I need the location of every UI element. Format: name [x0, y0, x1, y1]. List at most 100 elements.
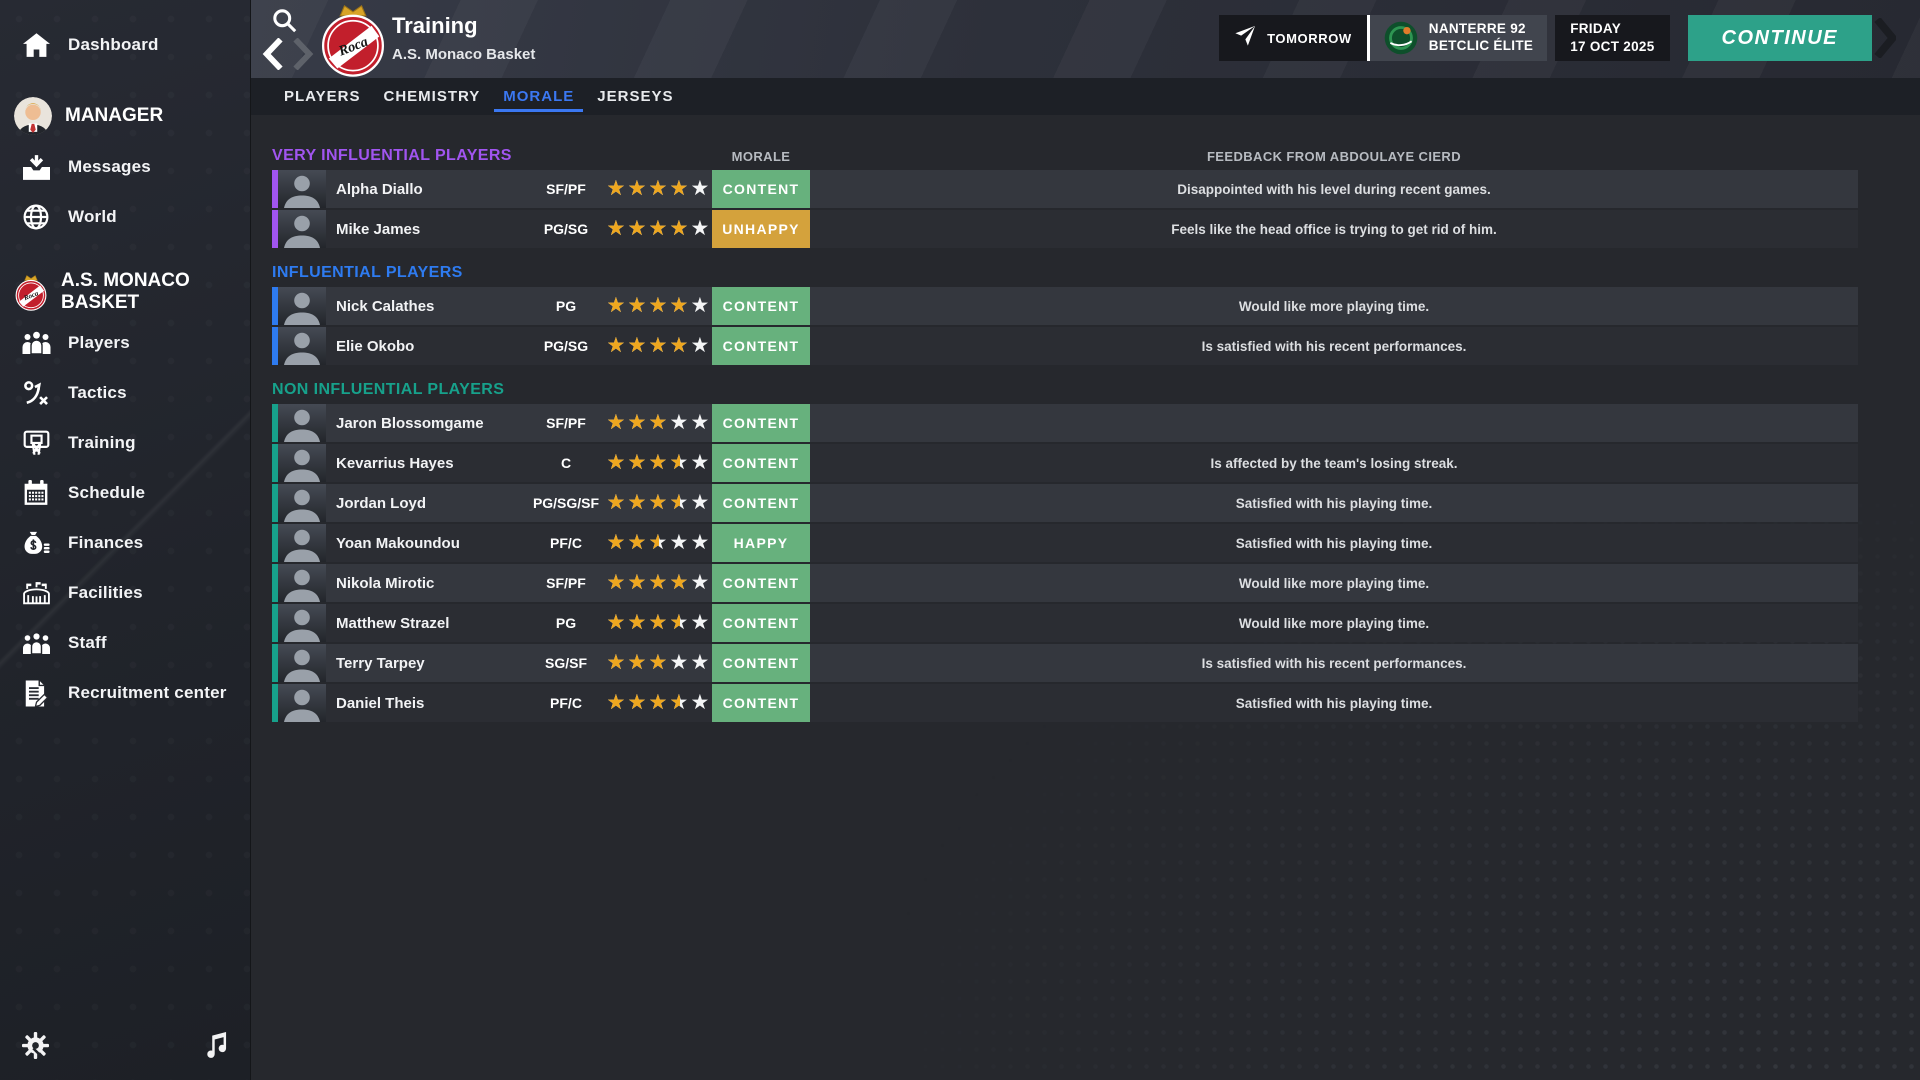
- player-feedback: Satisfied with his playing time.: [1235, 495, 1433, 511]
- player-feedback: Would like more playing time.: [1238, 298, 1430, 314]
- star-icon: ★★: [606, 217, 626, 240]
- star-icon: ★★: [648, 611, 668, 634]
- player-photo: [278, 327, 326, 365]
- player-star-rating: ★★★★★★★★★★: [606, 604, 712, 642]
- player-photo: [278, 524, 326, 562]
- player-row[interactable]: Nick Calathes PG ★★★★★★★★★★ CONTENT Woul…: [272, 287, 1858, 325]
- player-row[interactable]: Jaron Blossomgame SF/PF ★★★★★★★★★★ CONTE…: [272, 404, 1858, 442]
- player-position: SF/PF: [546, 181, 586, 197]
- sidebar-item-label: Finances: [68, 533, 144, 552]
- player-position: PG/SG: [543, 221, 589, 237]
- sidebar-item-facilities[interactable]: Facilities: [0, 568, 250, 618]
- top-header: Roca Training A.S. Monaco Basket TOMORRO…: [251, 0, 1920, 78]
- opponent-logo: [1384, 21, 1418, 55]
- sidebar-club-header[interactable]: Roca A.S. MONACO BASKET: [0, 266, 250, 318]
- next-event-box[interactable]: TOMORROW: [1219, 15, 1367, 61]
- current-weekday: FRIDAY: [1570, 20, 1621, 36]
- star-icon: ★★: [669, 217, 689, 240]
- tab-players[interactable]: PLAYERS: [284, 88, 361, 105]
- player-name: Matthew Strazel: [336, 614, 450, 632]
- star-icon: ★★: [648, 217, 668, 240]
- sidebar-item-finances[interactable]: Finances: [0, 518, 250, 568]
- star-icon: ★★: [690, 691, 710, 714]
- continue-button[interactable]: CONTINUE: [1687, 15, 1872, 61]
- plane-icon: [1234, 25, 1256, 52]
- music-note-icon[interactable]: [205, 1032, 228, 1064]
- player-row[interactable]: Elie Okobo PG/SG ★★★★★★★★★★ CONTENT Is s…: [272, 327, 1858, 365]
- player-row[interactable]: Nikola Mirotic SF/PF ★★★★★★★★★★ CONTENT …: [272, 564, 1858, 602]
- sidebar-item-label: World: [68, 207, 117, 226]
- player-row[interactable]: Mike James PG/SG ★★★★★★★★★★ UNHAPPY Feel…: [272, 210, 1858, 248]
- star-icon: ★★: [669, 451, 689, 474]
- player-row[interactable]: Kevarrius Hayes C ★★★★★★★★★★ CONTENT Is …: [272, 444, 1858, 482]
- star-icon: ★★: [669, 691, 689, 714]
- morale-badge: CONTENT: [712, 644, 810, 682]
- star-icon: ★★: [627, 334, 647, 357]
- player-star-rating: ★★★★★★★★★★: [606, 484, 712, 522]
- forward-arrow-icon[interactable]: [293, 37, 314, 75]
- back-arrow-icon[interactable]: [262, 37, 283, 75]
- influence-color-bar: [272, 604, 278, 642]
- star-icon: ★★: [606, 531, 626, 554]
- player-row[interactable]: Yoan Makoundou PF/C ★★★★★★★★★★ HAPPY Sat…: [272, 524, 1858, 562]
- sidebar-item-world[interactable]: World: [0, 192, 250, 242]
- morale-badge: CONTENT: [712, 404, 810, 442]
- player-row[interactable]: Matthew Strazel PG ★★★★★★★★★★ CONTENT Wo…: [272, 604, 1858, 642]
- tab-jerseys[interactable]: JERSEYS: [597, 88, 674, 105]
- sidebar-item-label: Schedule: [68, 483, 146, 502]
- player-photo: [278, 210, 326, 248]
- current-date-box: FRIDAY 17 OCT 2025: [1555, 15, 1670, 61]
- player-position: PG: [555, 615, 577, 631]
- next-match-box[interactable]: NANTERRE 92 BETCLIC ÉLITE: [1369, 15, 1548, 61]
- settings-gear-icon[interactable]: [22, 1032, 49, 1064]
- player-section: INFLUENTIAL PLAYERS Nick Calathes PG ★ ★ ★…: [272, 263, 1858, 365]
- morale-badge: CONTENT: [712, 484, 810, 522]
- tab-chemistry[interactable]: CHEMISTRY: [383, 88, 481, 105]
- opponent-name: NANTERRE 92: [1428, 21, 1526, 37]
- sidebar-manager-header[interactable]: MANAGER: [0, 90, 250, 142]
- sidebar: Dashboard MANAGER Messages World Roca A.…: [0, 0, 251, 1080]
- player-photo: [278, 564, 326, 602]
- sidebar-item-staff[interactable]: Staff: [0, 618, 250, 668]
- star-icon: ★★: [690, 611, 710, 634]
- star-icon: ★★: [669, 294, 689, 317]
- player-feedback: Would like more playing time.: [1238, 615, 1430, 631]
- star-icon: ★★: [606, 294, 626, 317]
- influence-color-bar: [272, 644, 278, 682]
- player-name: Kevarrius Hayes: [336, 454, 454, 472]
- sidebar-item-tactics[interactable]: Tactics: [0, 368, 250, 418]
- star-icon: ★★: [648, 691, 668, 714]
- player-row[interactable]: Alpha Diallo SF/PF ★★★★★★★★★★ CONTENT Di…: [272, 170, 1858, 208]
- star-icon: ★★: [648, 294, 668, 317]
- sidebar-item-schedule[interactable]: Schedule: [0, 468, 250, 518]
- opponent-league: BETCLIC ÉLITE: [1428, 38, 1534, 53]
- star-icon: ★★: [606, 651, 626, 674]
- morale-table: VERY INFLUENTIAL PLAYERS MORALE FEEDBACK…: [272, 146, 1858, 722]
- sidebar-footer: [0, 1032, 250, 1064]
- player-row[interactable]: Terry Tarpey SG/SF ★★★★★★★★★★ CONTENT Is…: [272, 644, 1858, 682]
- player-position: PF/C: [550, 535, 582, 551]
- player-name: Alpha Diallo: [336, 180, 423, 198]
- star-icon: ★★: [627, 294, 647, 317]
- sidebar-item-label: Players: [68, 333, 130, 352]
- sidebar-item-label: Dashboard: [68, 35, 159, 54]
- player-row[interactable]: Jordan Loyd PG/SG/SF ★★★★★★★★★★ CONTENT …: [272, 484, 1858, 522]
- player-photo: [278, 404, 326, 442]
- search-icon[interactable]: [271, 7, 298, 39]
- player-feedback: Feels like the head office is trying to …: [1171, 221, 1497, 237]
- sidebar-item-dashboard[interactable]: Dashboard: [0, 20, 250, 70]
- player-photo: [278, 287, 326, 325]
- star-icon: ★★: [627, 571, 647, 594]
- sidebar-item-messages[interactable]: Messages: [0, 142, 250, 192]
- player-star-rating: ★★★★★★★★★★: [606, 644, 712, 682]
- training-tabs: PLAYERS CHEMISTRY MORALE JERSEYS: [251, 78, 1920, 115]
- sidebar-item-recruitment-center[interactable]: Recruitment center: [0, 668, 250, 718]
- player-star-rating: ★★★★★★★★★★: [606, 564, 712, 602]
- finances-icon: [20, 530, 52, 557]
- player-row[interactable]: Daniel Theis PF/C ★★★★★★★★★★ CONTENT Sat…: [272, 684, 1858, 722]
- sidebar-item-training[interactable]: Training: [0, 418, 250, 468]
- sidebar-item-players[interactable]: Players: [0, 318, 250, 368]
- training-icon: [20, 430, 52, 457]
- inbox-icon: [20, 154, 52, 180]
- tab-morale[interactable]: MORALE: [493, 78, 584, 115]
